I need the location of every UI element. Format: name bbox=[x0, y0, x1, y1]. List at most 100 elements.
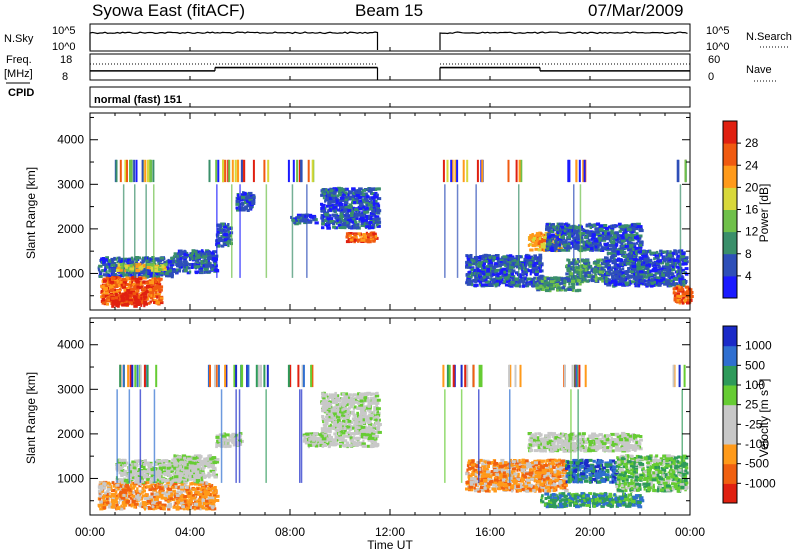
power-cell bbox=[518, 263, 522, 267]
power-cell bbox=[676, 292, 681, 296]
velocity-cell bbox=[144, 485, 148, 489]
power-cell bbox=[371, 192, 375, 196]
power-cell bbox=[140, 300, 144, 304]
power-cell bbox=[361, 188, 367, 192]
power-cell bbox=[163, 261, 168, 265]
power-cell bbox=[600, 274, 605, 278]
power-cell bbox=[125, 260, 130, 264]
power-cell bbox=[495, 283, 499, 287]
power-cell bbox=[492, 281, 496, 285]
power-cell bbox=[354, 190, 357, 194]
power-cell bbox=[241, 206, 245, 210]
power-cell bbox=[135, 283, 140, 287]
power-cell bbox=[498, 279, 503, 283]
power-cell bbox=[636, 278, 640, 282]
power-cell bbox=[466, 258, 471, 262]
power-cell bbox=[643, 266, 647, 270]
power-cell bbox=[636, 222, 641, 226]
power-cell bbox=[653, 257, 656, 261]
power-burst bbox=[582, 159, 585, 183]
power-burst bbox=[231, 159, 234, 183]
power-cell bbox=[135, 259, 138, 262]
power-cell bbox=[543, 277, 547, 281]
power-cell bbox=[561, 286, 566, 290]
power-cell bbox=[677, 274, 680, 278]
power-cell bbox=[173, 252, 177, 256]
power-cell bbox=[589, 243, 593, 247]
date-label: 07/Mar/2009 bbox=[588, 1, 683, 20]
power-cell bbox=[531, 284, 535, 288]
power-cell bbox=[312, 217, 316, 221]
power-cell bbox=[637, 236, 641, 240]
power-cell bbox=[368, 221, 373, 224]
power-cell bbox=[573, 277, 578, 281]
power-cell bbox=[580, 227, 584, 231]
power-cell bbox=[376, 220, 382, 224]
power-cell bbox=[618, 229, 622, 233]
power-cell bbox=[574, 230, 578, 233]
power-cell bbox=[605, 280, 608, 284]
power-cell bbox=[211, 257, 217, 261]
power-region-5 bbox=[235, 191, 256, 212]
power-cell bbox=[533, 261, 539, 265]
power-cell bbox=[343, 191, 347, 195]
power-burst bbox=[296, 159, 299, 183]
power-cell bbox=[353, 223, 359, 227]
power-cell bbox=[140, 303, 143, 307]
power-cell bbox=[546, 227, 550, 231]
power-cell bbox=[117, 278, 121, 282]
power-colorbar-swatch-7 bbox=[723, 121, 737, 144]
power-cell bbox=[673, 264, 677, 268]
power-burst bbox=[466, 159, 469, 183]
power-cell bbox=[114, 296, 119, 300]
power-cell bbox=[552, 241, 555, 245]
power-cell bbox=[566, 223, 569, 227]
power-cell bbox=[601, 231, 605, 235]
power-cell bbox=[518, 282, 521, 286]
power-cell bbox=[619, 234, 624, 238]
power-cell bbox=[594, 263, 598, 267]
power-cell bbox=[679, 288, 684, 292]
power-cell bbox=[216, 244, 221, 248]
power-cell bbox=[637, 250, 643, 254]
power-cell bbox=[360, 192, 363, 196]
power-cell bbox=[101, 269, 104, 272]
power-cell bbox=[326, 190, 329, 194]
power-cell bbox=[153, 301, 158, 304]
power-cell bbox=[509, 266, 514, 270]
power-cell bbox=[615, 250, 620, 254]
power-cell bbox=[188, 266, 191, 270]
power-cell bbox=[678, 277, 682, 281]
power-cell bbox=[511, 269, 516, 273]
power-cell bbox=[150, 266, 154, 270]
power-cell bbox=[616, 277, 620, 281]
power-cell bbox=[340, 207, 344, 211]
power-cell bbox=[547, 239, 552, 243]
power-cell bbox=[236, 197, 242, 201]
velocity-cell bbox=[175, 507, 180, 511]
power-cell bbox=[372, 199, 376, 203]
power-cell bbox=[601, 237, 606, 240]
power-cell bbox=[119, 268, 123, 272]
power-cell bbox=[354, 197, 360, 201]
power-cell bbox=[371, 213, 376, 217]
power-cell bbox=[477, 269, 482, 273]
power-cell bbox=[658, 279, 663, 283]
power-cell bbox=[108, 278, 112, 282]
power-cell bbox=[666, 282, 672, 286]
power-cell bbox=[339, 203, 344, 207]
power-cell bbox=[337, 199, 342, 203]
power-cell bbox=[596, 241, 600, 245]
power-cell bbox=[566, 232, 570, 236]
power-cell bbox=[329, 220, 335, 223]
power-cell bbox=[338, 218, 341, 221]
power-cell bbox=[223, 230, 226, 233]
power-cell bbox=[641, 279, 644, 283]
power-cell bbox=[104, 291, 109, 295]
power-cell bbox=[677, 268, 682, 272]
power-cell bbox=[115, 268, 120, 272]
power-cell bbox=[602, 268, 606, 272]
power-cell bbox=[560, 233, 564, 237]
power-cell bbox=[649, 284, 654, 288]
power-cell bbox=[196, 254, 201, 258]
